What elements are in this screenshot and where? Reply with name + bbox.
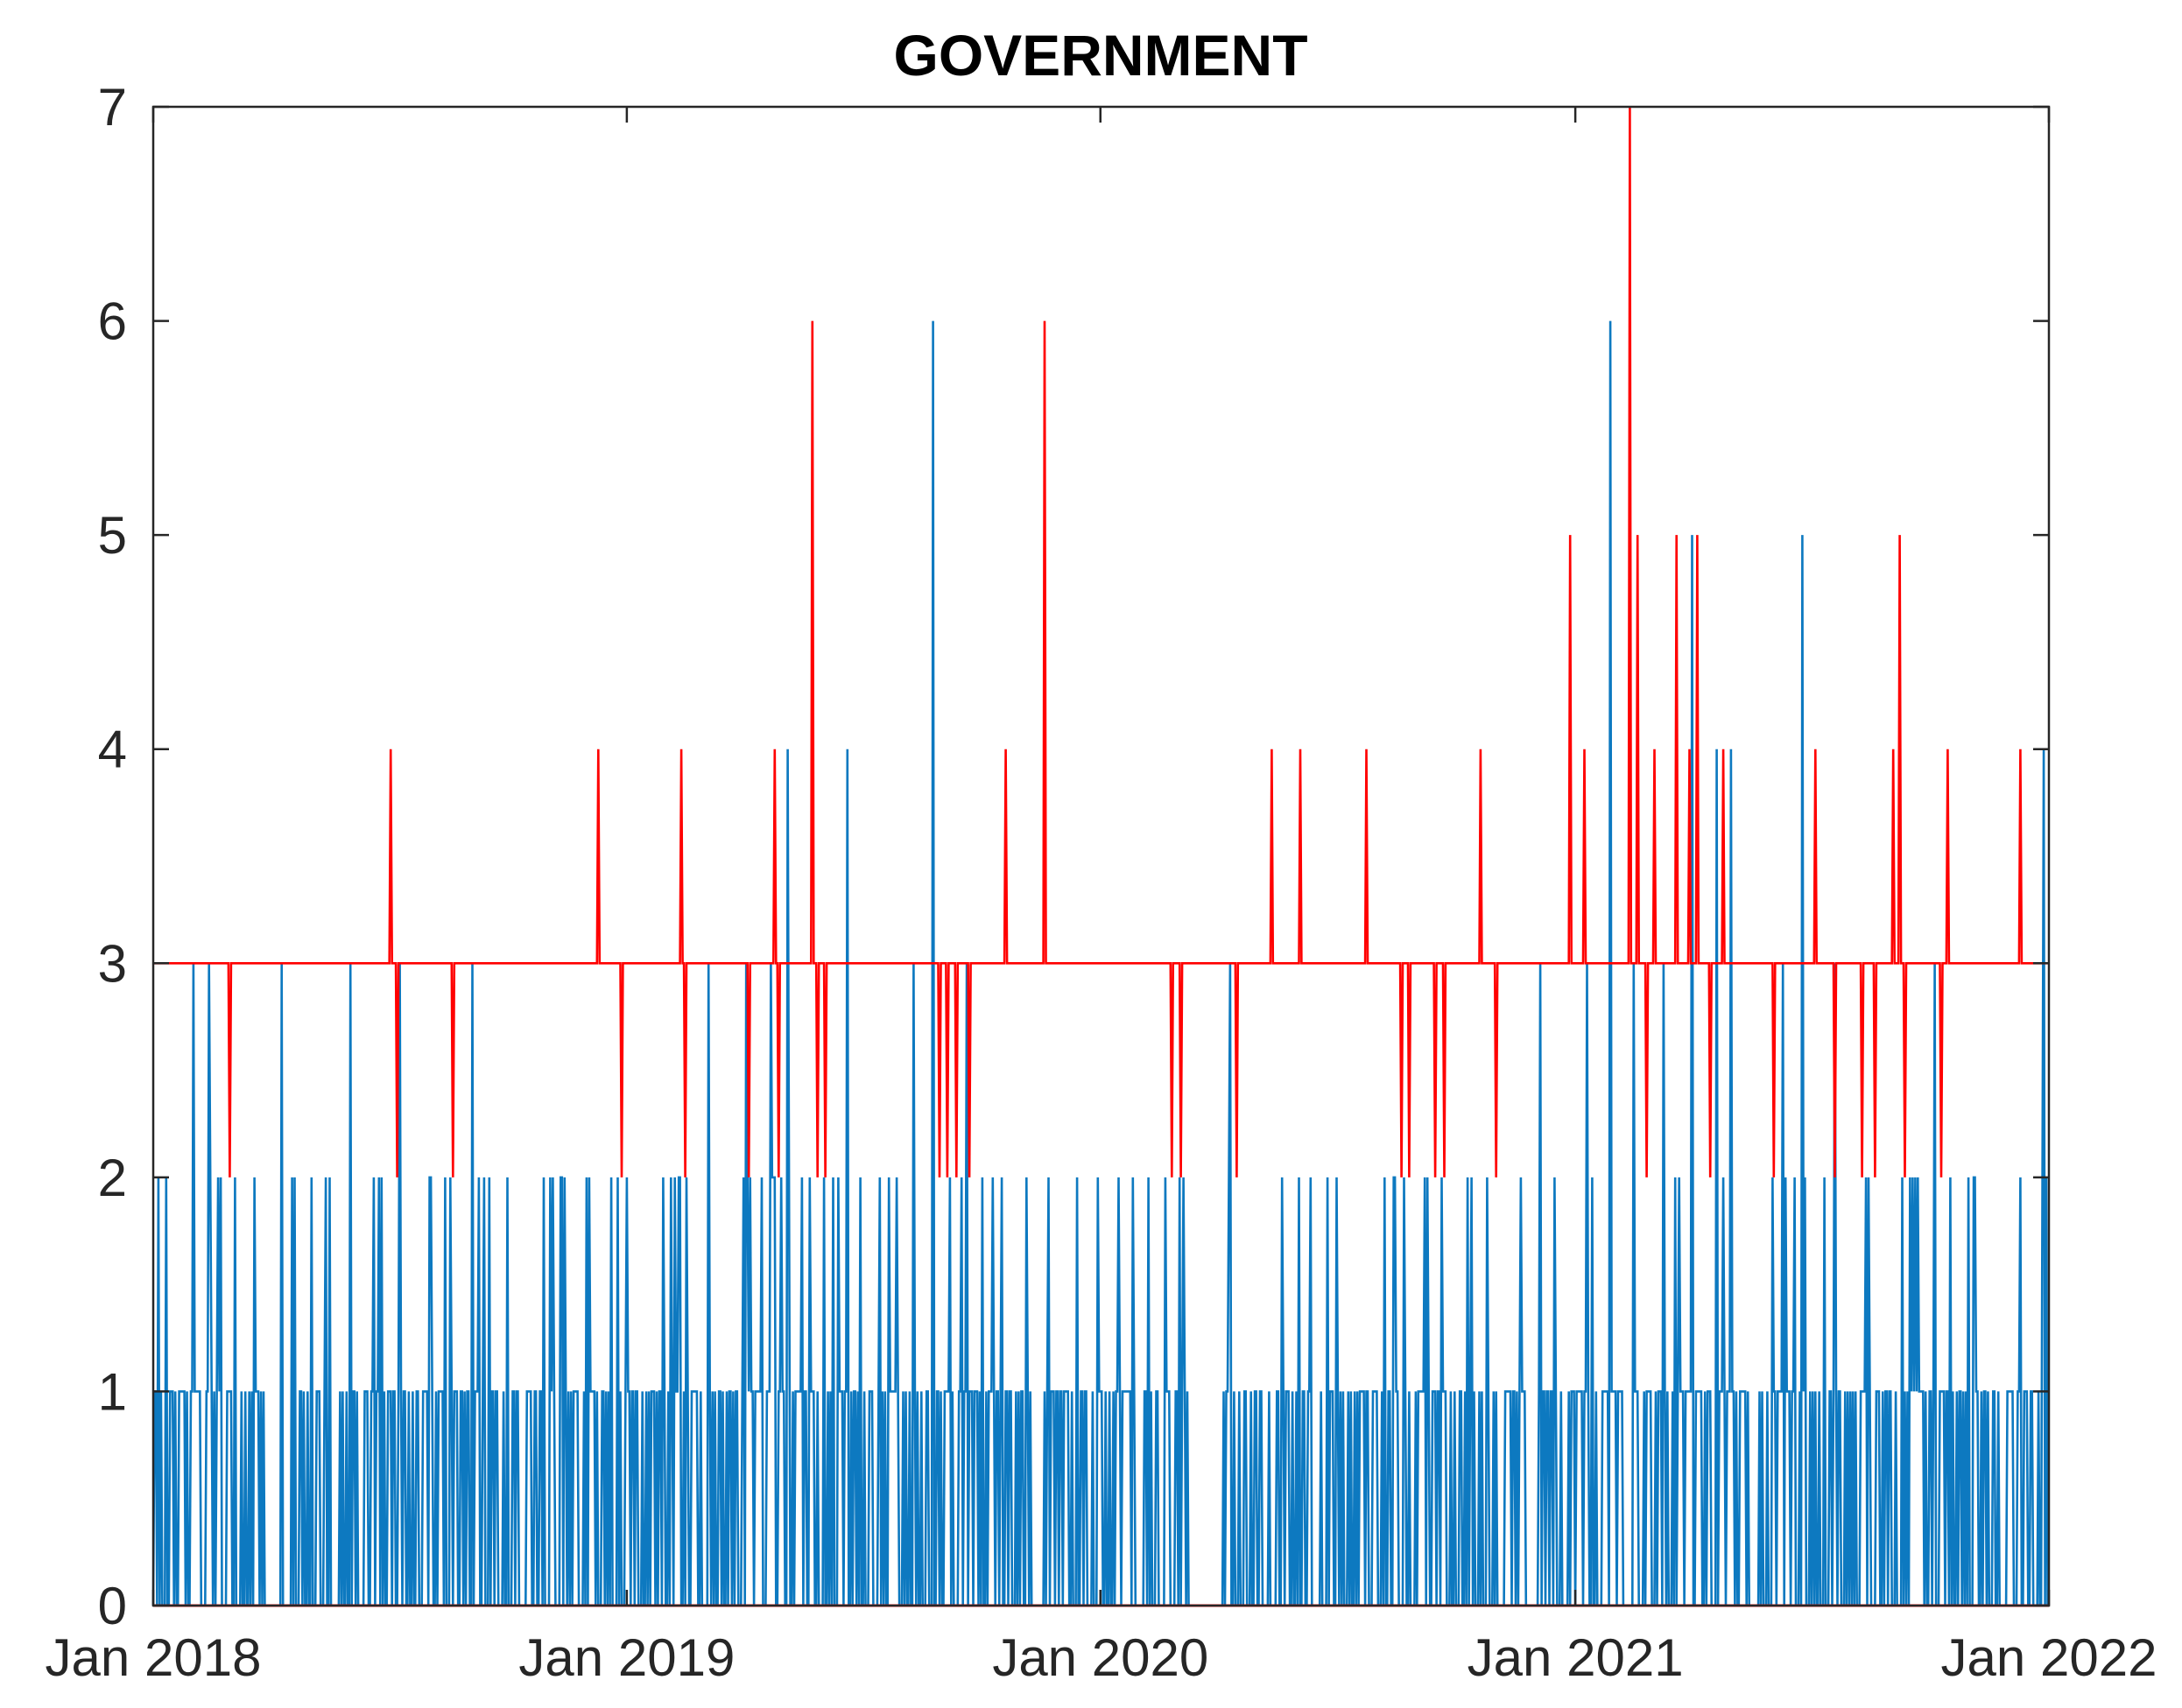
series-blue-line: [151, 320, 2049, 1607]
y-tick-label: 3: [98, 934, 127, 993]
x-axis: Jan 2018 Jan 2019 Jan 2020 Jan 2021 Jan 2022: [46, 107, 2157, 1687]
chart-title: GOVERNMENT: [893, 23, 1307, 88]
y-tick-label: 7: [98, 78, 127, 137]
series-red-line: [153, 106, 2048, 1177]
y-tick-label: 0: [98, 1577, 127, 1635]
x-tick-label: Jan 2021: [1468, 1628, 1684, 1687]
y-tick-label: 2: [98, 1149, 127, 1207]
y-tick-label: 4: [98, 720, 127, 779]
x-tick-label: Jan 2022: [1941, 1628, 2157, 1687]
x-tick-label: Jan 2020: [992, 1628, 1208, 1687]
x-tick-label: Jan 2019: [518, 1628, 735, 1687]
y-tick-label: 5: [98, 506, 127, 565]
series-blue: [151, 320, 2049, 1607]
y-tick-label: 6: [98, 292, 127, 351]
y-tick-label: 1: [98, 1362, 127, 1421]
x-tick-label: Jan 2018: [46, 1628, 262, 1687]
y-axis: 0 1 2 3 4 5 6 7: [98, 78, 2049, 1635]
